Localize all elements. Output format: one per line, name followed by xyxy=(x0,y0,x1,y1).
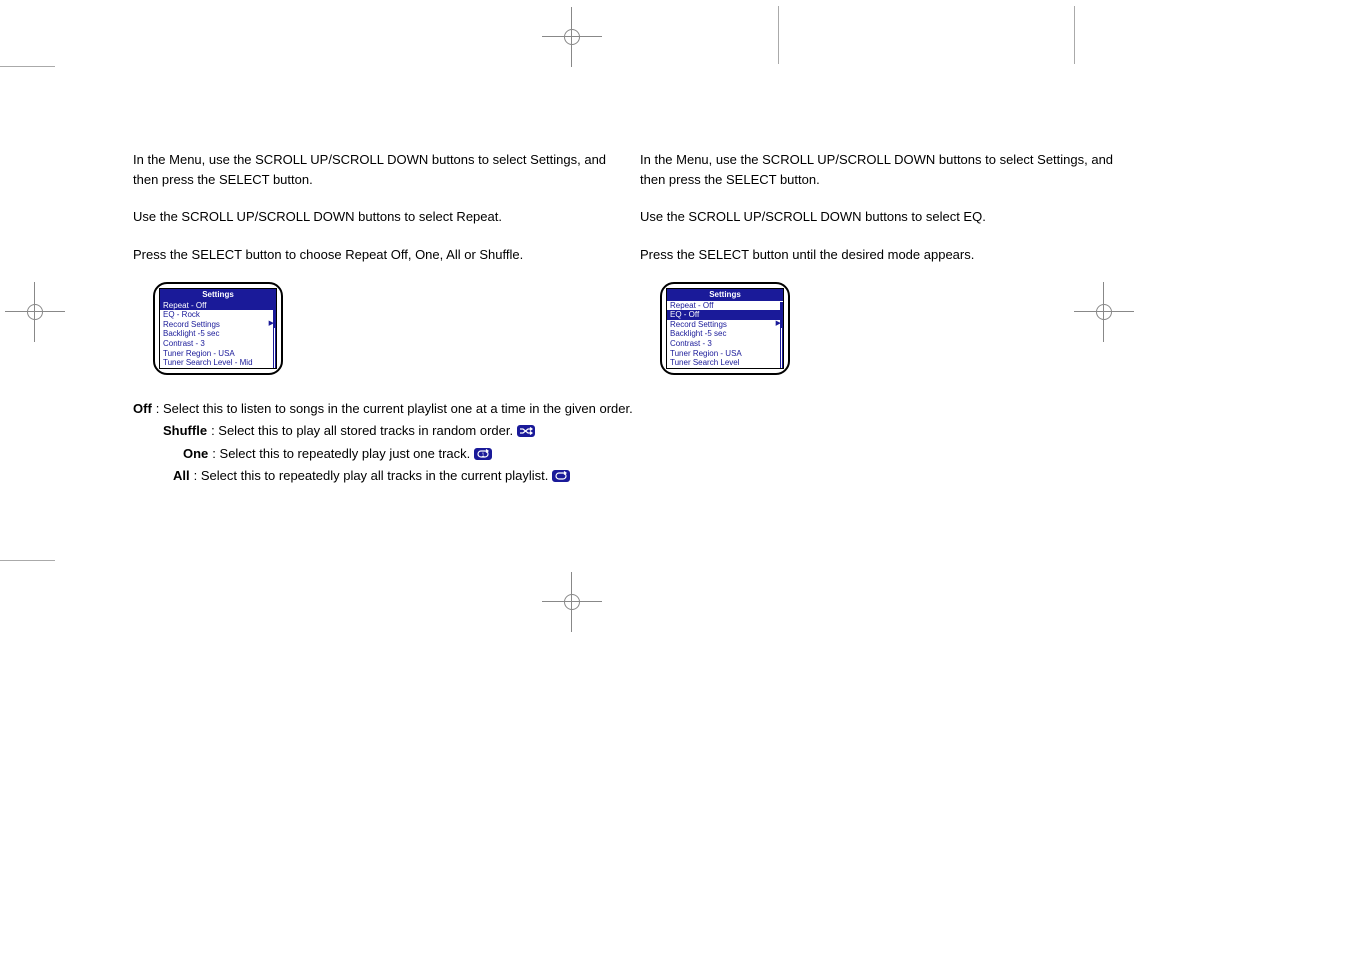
screen-row: Tuner Region - USA xyxy=(160,349,276,359)
screen-title: Settings xyxy=(160,289,276,301)
repeat-all-icon xyxy=(552,470,570,482)
hint-desc: : Select this to repeatedly play just on… xyxy=(212,444,470,464)
instruction-step: Use the SCROLL UP/SCROLL DOWN buttons to… xyxy=(640,207,1140,227)
hint-label: All xyxy=(173,466,190,486)
screen-row: EQ - Off xyxy=(667,310,783,320)
step-text: In the Menu, use the SCROLL UP/SCROLL DO… xyxy=(133,150,633,189)
hint-label: Off xyxy=(133,399,152,419)
hint-line: Shuffle : Select this to play all stored… xyxy=(133,421,633,441)
hint-line: One : Select this to repeatedly play jus… xyxy=(133,444,633,464)
screen-row: EQ - Rock xyxy=(160,310,276,320)
crop-mark xyxy=(0,560,55,561)
screen-row: Backlight -5 sec xyxy=(160,329,276,339)
crop-mark xyxy=(0,66,55,67)
registration-mark-left xyxy=(23,300,47,324)
instruction-step: Press the SELECT button to choose Repeat… xyxy=(133,245,633,265)
hint-label: One xyxy=(183,444,208,464)
screen-row: Repeat - Off xyxy=(667,301,783,311)
screen-scrollbar xyxy=(273,302,276,368)
step-text: Press the SELECT button to choose Repeat… xyxy=(133,245,633,265)
registration-mark-bottom xyxy=(560,590,584,614)
screen-scrollbar xyxy=(780,302,783,368)
hint-desc: : Select this to listen to songs in the … xyxy=(156,399,633,419)
screen-row: Tuner Search Level xyxy=(667,358,783,368)
hint-desc: : Select this to play all stored tracks … xyxy=(211,421,513,441)
step-text: Press the SELECT button until the desire… xyxy=(640,245,1140,265)
hint-line: All : Select this to repeatedly play all… xyxy=(133,466,633,486)
device-screen-repeat: Settings Repeat - Off EQ - Rock Record S… xyxy=(153,282,283,375)
screen-row: Contrast - 3 xyxy=(667,339,783,349)
step-text: In the Menu, use the SCROLL UP/SCROLL DO… xyxy=(640,150,1140,189)
crop-mark xyxy=(1074,6,1075,64)
screen-row: Record Settings▶ xyxy=(667,320,783,330)
hint-desc: : Select this to repeatedly play all tra… xyxy=(194,466,549,486)
registration-mark-top xyxy=(560,25,584,49)
step-text: Use the SCROLL UP/SCROLL DOWN buttons to… xyxy=(133,207,633,227)
svg-text:1: 1 xyxy=(482,452,485,458)
screen-row: Repeat - Off xyxy=(160,301,276,311)
hint-line: Off : Select this to listen to songs in … xyxy=(133,399,633,419)
left-page: In the Menu, use the SCROLL UP/SCROLL DO… xyxy=(133,150,633,489)
repeat-one-icon: 1 xyxy=(474,448,492,460)
screen-row: Tuner Search Level - Mid xyxy=(160,358,276,368)
hint-label: Shuffle xyxy=(163,421,207,441)
instruction-step: Press the SELECT button until the desire… xyxy=(640,245,1140,265)
step-text: Use the SCROLL UP/SCROLL DOWN buttons to… xyxy=(640,207,1140,227)
screen-row: Record Settings▶ xyxy=(160,320,276,330)
instruction-step: In the Menu, use the SCROLL UP/SCROLL DO… xyxy=(133,150,633,189)
screen-row: Tuner Region - USA xyxy=(667,349,783,359)
instruction-step: Use the SCROLL UP/SCROLL DOWN buttons to… xyxy=(133,207,633,227)
crop-mark xyxy=(778,6,779,64)
screen-row: Contrast - 3 xyxy=(160,339,276,349)
screen-title: Settings xyxy=(667,289,783,301)
right-page: In the Menu, use the SCROLL UP/SCROLL DO… xyxy=(640,150,1140,375)
screen-row: Backlight -5 sec xyxy=(667,329,783,339)
device-screen-eq: Settings Repeat - Off EQ - Off Record Se… xyxy=(660,282,790,375)
instruction-step: In the Menu, use the SCROLL UP/SCROLL DO… xyxy=(640,150,1140,189)
hints-block: Off : Select this to listen to songs in … xyxy=(133,399,633,486)
shuffle-icon xyxy=(517,425,535,437)
